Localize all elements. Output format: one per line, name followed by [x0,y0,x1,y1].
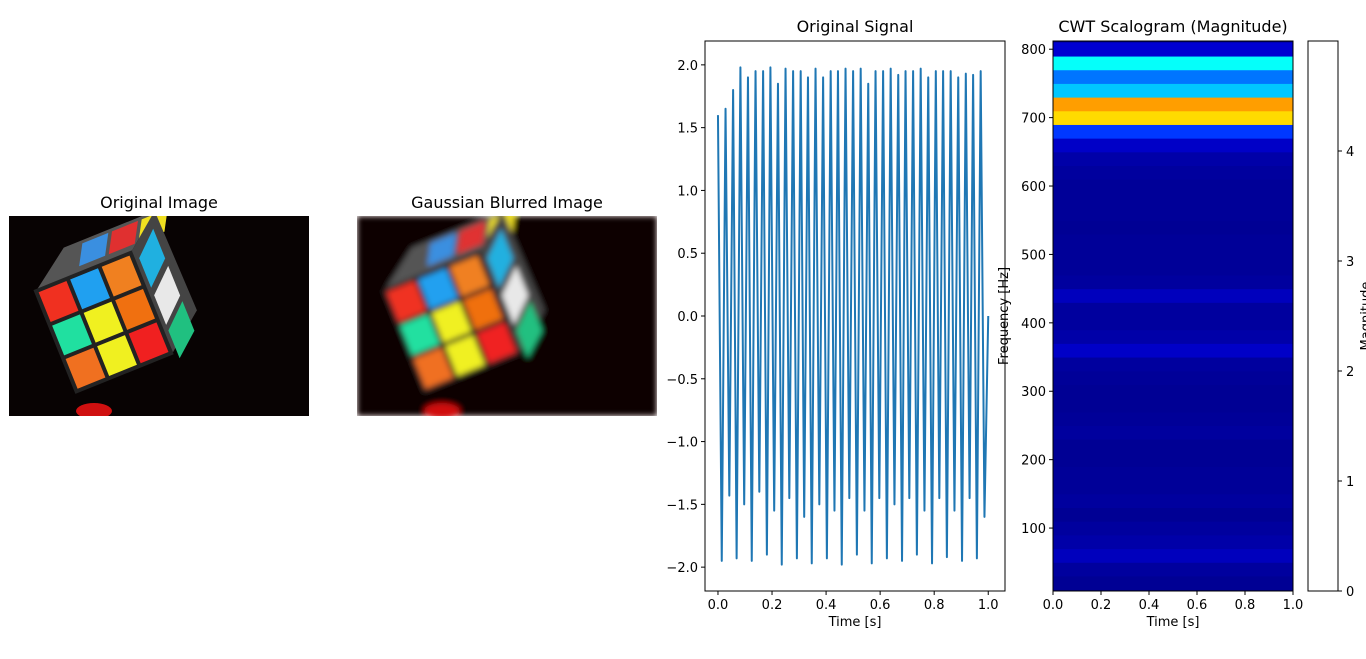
x-tick-label: 0.0 [1043,598,1064,613]
y-tick-label: 100 [1021,522,1046,537]
heatmap-cell [1053,206,1293,221]
x-axis-label: Time [s] [1146,615,1200,630]
heatmap-cell [1053,247,1293,262]
colorbar-tick-label: 3 [1346,255,1354,270]
heatmap-cell [1053,439,1293,454]
heatmap-cell [1053,56,1293,71]
image-title: Gaussian Blurred Image [411,193,603,212]
heatmap-cell [1053,151,1293,167]
colorbar-tick-label: 0 [1346,585,1354,600]
heatmap-cell [1053,534,1293,550]
y-tick-label: 800 [1021,43,1046,58]
chart-title: CWT Scalogram (Magnitude) [1058,17,1287,36]
colorbar-label: Magnitude [1359,282,1366,351]
heatmap-cell [1053,138,1293,153]
y-tick-label: −1.0 [666,436,698,451]
y-tick-label: 1.0 [677,184,698,199]
x-tick-label: 1.0 [1283,598,1304,613]
heatmap-cell [1053,220,1293,235]
heatmap-cell [1053,575,1293,591]
colorbar-tick-label: 1 [1346,475,1354,490]
heatmap-cell [1053,316,1293,331]
heatmap-cell [1053,110,1293,125]
y-tick-label: 600 [1021,180,1046,195]
heatmap-cell [1053,302,1293,317]
y-tick-label: 0.0 [677,310,698,325]
chart-title: Original Signal [797,17,914,36]
heatmap-cell [1053,521,1293,536]
heatmap-cell [1053,42,1293,57]
heatmap-cell [1053,398,1293,413]
image-original [9,216,309,416]
heatmap-cell [1053,179,1293,194]
heatmap-cell [1053,425,1293,440]
y-tick-label: 0.5 [677,247,698,262]
y-tick-label: −2.0 [666,561,698,576]
y-axis-label: Frequency [Hz] [997,267,1012,365]
heatmap-cell [1053,274,1293,290]
y-tick-label: 500 [1021,248,1046,263]
heatmap-cell [1053,165,1293,180]
x-axis-label: Time [s] [828,615,882,630]
y-tick-label: 700 [1021,112,1046,127]
heatmap-cell [1053,452,1293,467]
y-tick-label: −0.5 [666,373,698,388]
y-tick-label: 400 [1021,317,1046,332]
x-tick-label: 0.4 [816,598,837,613]
heatmap-cell [1053,466,1293,481]
x-tick-label: 0.8 [1235,598,1256,613]
y-tick-label: 1.5 [677,122,698,137]
heatmap-cell [1053,97,1293,112]
y-tick-label: −1.5 [666,498,698,513]
x-tick-label: 0.6 [1187,598,1208,613]
axes-frame [1052,40,1294,592]
heatmap-cell [1053,124,1293,139]
heatmap-cell [1053,261,1293,276]
x-tick-label: 0.0 [708,598,729,613]
heatmap-cell [1053,69,1293,84]
heatmap-cell [1053,357,1293,372]
image-blurred [357,216,657,416]
heatmap-cell [1053,411,1293,426]
signal-line [716,66,990,566]
x-tick-label: 0.2 [762,598,783,613]
heatmap-cell [1053,507,1293,522]
heatmap-cell [1053,233,1293,249]
colorbar-tick-label: 2 [1346,365,1354,380]
heatmap-cell [1053,288,1293,303]
heatmap-cell [1053,192,1293,208]
colorbar [1307,40,1339,592]
heatmap-cell [1053,493,1293,509]
heatmap-cell [1053,562,1293,577]
heatmap-cell [1053,370,1293,385]
y-tick-label: 300 [1021,385,1046,400]
x-tick-label: 0.4 [1139,598,1160,613]
heatmap-cell [1053,329,1293,344]
x-tick-label: 0.6 [870,598,891,613]
axes-frame [704,40,1006,592]
colorbar-tick-label: 4 [1346,145,1354,160]
heatmap-cell [1053,548,1293,563]
heatmap-cell [1053,343,1293,358]
x-tick-label: 0.2 [1091,598,1112,613]
y-tick-label: 200 [1021,454,1046,469]
heatmap-cell [1053,83,1293,98]
x-tick-label: 0.8 [924,598,945,613]
heatmap-cell [1053,480,1293,495]
heatmap-cell [1053,384,1293,399]
x-tick-label: 1.0 [978,598,999,613]
image-title: Original Image [100,193,218,212]
y-tick-label: 2.0 [677,59,698,74]
